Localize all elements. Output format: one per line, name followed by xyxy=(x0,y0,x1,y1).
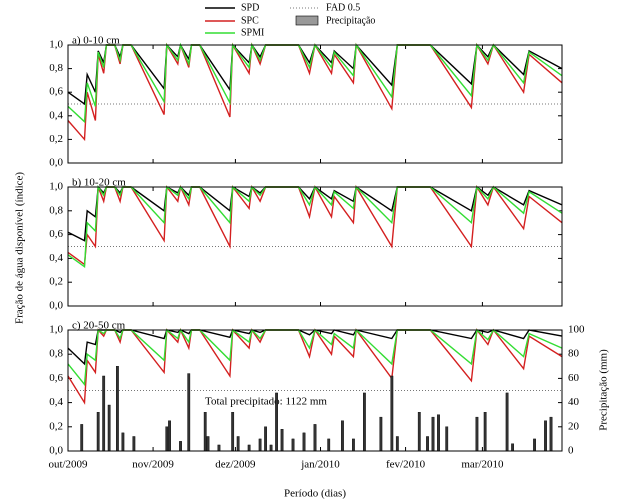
plot-frame xyxy=(67,329,563,452)
precipitation-bar xyxy=(269,444,273,452)
precipitation-bar xyxy=(395,436,399,452)
precipitation-bar xyxy=(80,424,84,452)
precipitation-bar xyxy=(390,375,394,452)
y-tick-label: 0,4 xyxy=(49,109,63,121)
precipitation-bar xyxy=(291,438,295,452)
legend-label: SPMI xyxy=(241,27,264,38)
series-line xyxy=(67,185,563,242)
precipitation-bar xyxy=(165,426,169,452)
legend-label: SPC xyxy=(241,15,259,26)
y-tick-label: 0,0 xyxy=(49,445,63,457)
legend-label: Precipitação xyxy=(326,15,375,26)
plot-frame xyxy=(67,186,563,307)
precipitation-bar xyxy=(475,416,479,452)
precipitation-bar xyxy=(445,426,449,452)
precipitation-bar xyxy=(115,366,119,452)
panel-title: c) 20-50 cm xyxy=(72,320,126,332)
precipitation-bar xyxy=(511,443,514,452)
y2-tick-label: 40 xyxy=(568,396,580,408)
x-tick-label: dez/2009 xyxy=(215,459,256,471)
precipitation-bar xyxy=(231,412,235,452)
y-tick-label: 0,8 xyxy=(49,348,63,360)
precipitation-bar xyxy=(327,438,331,452)
precipitation-bar xyxy=(132,436,136,452)
y-tick-label: 0,8 xyxy=(49,204,63,216)
precipitation-bar xyxy=(102,375,106,452)
precipitation-bar xyxy=(352,438,355,452)
precipitation-bar xyxy=(96,412,100,452)
panel-title: b) 10-20 cm xyxy=(72,177,126,189)
precipitation-bar xyxy=(313,424,317,452)
y-tick-label: 1,0 xyxy=(49,324,63,336)
precipitation-bar xyxy=(168,420,171,452)
precipitation-bar xyxy=(187,373,191,452)
series-line xyxy=(67,184,563,269)
precipitation-bar xyxy=(258,438,262,452)
precipitation-bar xyxy=(302,432,306,452)
precipitation-bar xyxy=(483,412,487,452)
precipitation-bar xyxy=(236,436,240,452)
legend-swatch xyxy=(295,15,319,26)
y-tick-label: 0,0 xyxy=(49,157,63,169)
precipitation-bar xyxy=(107,404,111,452)
y-tick-label: 1,0 xyxy=(49,39,63,51)
series-line xyxy=(67,328,563,387)
y-tick-label: 0,6 xyxy=(49,86,63,98)
precipitation-bar xyxy=(179,441,182,452)
precipitation-bar xyxy=(280,429,284,452)
precipitation-bar xyxy=(544,420,547,452)
y-tick-label: 0,8 xyxy=(49,62,63,74)
y-axis-label: Fração de água disponível (índice) xyxy=(14,172,26,324)
y-tick-label: 0,2 xyxy=(49,133,63,145)
y2-tick-label: 100 xyxy=(568,324,585,336)
precipitation-bar xyxy=(363,392,366,452)
x-tick-label: nov/2009 xyxy=(132,459,174,471)
precipitation-bar xyxy=(533,438,536,452)
precipitation-bar xyxy=(275,392,278,452)
y-tick-label: 0,6 xyxy=(49,372,63,384)
panel-title: a) 0-10 cm xyxy=(72,35,120,47)
precipitation-bar xyxy=(505,392,509,452)
x-axis-label: Período (dias) xyxy=(284,488,346,500)
y-tick-label: 0,2 xyxy=(49,276,63,288)
precipitation-bar xyxy=(431,416,435,452)
precipitation-bar xyxy=(121,432,125,452)
precipitation-bar xyxy=(247,444,251,452)
precipitation-bar xyxy=(203,412,207,452)
precipitation-bar xyxy=(437,414,440,452)
annotation: Total precipitado: 1122 mm xyxy=(205,396,327,408)
y-tick-label: 0,4 xyxy=(49,252,63,264)
y2-tick-label: 80 xyxy=(568,348,580,360)
x-tick-label: jan/2010 xyxy=(300,459,340,471)
precipitation-bar xyxy=(217,444,221,452)
y-tick-label: 0,2 xyxy=(49,420,63,432)
series-line xyxy=(67,329,563,366)
precipitation-bar xyxy=(379,416,383,452)
y2-tick-label: 20 xyxy=(568,420,580,432)
precipitation-bar xyxy=(426,436,429,452)
y-tick-label: 0,0 xyxy=(49,300,63,312)
x-tick-label: mar/2010 xyxy=(461,459,504,471)
precipitation-bar xyxy=(417,412,421,452)
y-tick-label: 0,4 xyxy=(49,396,63,408)
y2-axis-label: Precipitação (mm) xyxy=(598,349,610,431)
y2-tick-label: 60 xyxy=(568,372,580,384)
x-tick-label: out/2009 xyxy=(48,459,88,471)
precipitation-bar xyxy=(549,416,553,452)
y-tick-label: 0,6 xyxy=(49,228,63,240)
y-tick-label: 1,0 xyxy=(49,181,63,193)
x-tick-label: fev/2010 xyxy=(386,459,426,471)
plot-frame xyxy=(67,44,563,164)
legend-label: SPD xyxy=(241,2,259,13)
precipitation-bar xyxy=(264,426,267,452)
precipitation-bar xyxy=(206,436,210,452)
series-line xyxy=(67,43,563,106)
legend-label: FAD 0.5 xyxy=(326,2,360,13)
y2-tick-label: 0 xyxy=(568,445,574,457)
precipitation-bar xyxy=(341,420,344,452)
